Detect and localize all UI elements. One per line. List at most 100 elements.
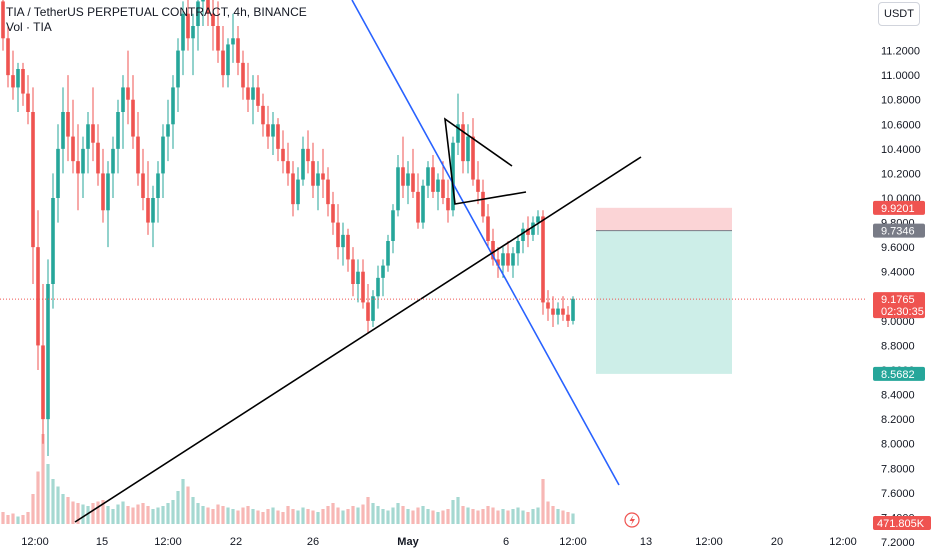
volume-bar	[311, 510, 315, 524]
candle-body	[511, 253, 515, 266]
volume-bar	[61, 494, 65, 524]
volume-bar	[466, 507, 470, 524]
time-tick-label: 22	[230, 536, 242, 548]
volume-bar	[536, 507, 540, 524]
volume-bar	[541, 479, 545, 524]
price-tick-label: 9.0000	[881, 316, 915, 328]
volume-bar	[51, 479, 55, 524]
volume-bar	[186, 486, 190, 524]
price-tick-label: 10.2000	[881, 168, 921, 180]
triangle-pattern[interactable]	[443, 117, 527, 205]
candle-body	[51, 198, 55, 284]
candle-body	[46, 284, 50, 420]
volume-bar	[116, 504, 120, 524]
candle-body	[166, 124, 170, 137]
volume-bar	[181, 479, 185, 524]
candle-body	[101, 173, 105, 211]
volume-bar	[261, 512, 265, 524]
candle-body	[421, 185, 425, 223]
candle-body	[161, 136, 165, 174]
candle-body	[31, 112, 35, 248]
volume-bar	[166, 503, 170, 524]
volume-bars	[1, 434, 575, 524]
volume-bar	[101, 500, 105, 524]
candle-body	[301, 148, 305, 180]
candle-body	[381, 265, 385, 278]
candle-body	[146, 198, 150, 223]
stop-loss-zone[interactable]	[596, 207, 732, 231]
lightning-icon[interactable]	[624, 512, 640, 528]
candle-body	[426, 167, 430, 186]
candle-body	[71, 136, 75, 162]
volume-bar	[511, 509, 515, 524]
volume-bar	[356, 507, 360, 524]
volume-bar	[231, 509, 235, 524]
volume-bar	[401, 506, 405, 524]
volume-bar	[41, 434, 45, 524]
volume-bar	[306, 509, 310, 524]
volume-bar	[141, 503, 145, 524]
candle-body	[231, 38, 235, 45]
candle-body	[176, 50, 180, 88]
volume-bar	[366, 497, 370, 524]
volume-bar	[441, 510, 445, 524]
volume-bar	[31, 494, 35, 524]
candle-body	[346, 234, 350, 260]
volume-bar	[16, 516, 20, 524]
descending-trendline[interactable]	[351, 0, 620, 486]
candle-body	[141, 173, 145, 198]
candle-body	[11, 75, 15, 88]
volume-bar	[571, 513, 575, 524]
take-profit-zone[interactable]	[596, 230, 732, 374]
volume-bar	[256, 510, 260, 524]
volume-bar	[221, 506, 225, 524]
volume-bar	[131, 507, 135, 524]
time-axis[interactable]: 12:00 15 12:00 22 26 May 6 12:00 13 12:00 20 12:00	[21, 536, 857, 548]
currency-button[interactable]: USDT	[878, 2, 920, 26]
candle-body	[411, 173, 415, 192]
price-tick-label: 9.6000	[881, 242, 915, 254]
volume-bar	[66, 497, 70, 524]
candle-body	[181, 13, 185, 51]
volume-bar	[286, 506, 290, 524]
candle-body	[191, 26, 195, 39]
price-tick-label: 7.8000	[881, 463, 915, 475]
volume-bar	[341, 510, 345, 524]
volume-bar	[71, 501, 75, 524]
volume-bar	[86, 506, 90, 524]
candle-body	[211, 13, 215, 26]
candle-body	[321, 173, 325, 180]
volume-bar	[431, 510, 435, 524]
candle-body	[326, 179, 330, 205]
candle-body	[246, 87, 250, 100]
price-tick-label: 10.8000	[881, 95, 921, 107]
volume-bar	[426, 509, 430, 524]
volume-bar	[391, 507, 395, 524]
candle-body	[81, 148, 85, 174]
ascending-trendline[interactable]	[74, 156, 642, 523]
volume-bar	[106, 506, 110, 524]
candle-body	[236, 38, 240, 63]
candle-body	[531, 222, 535, 235]
candle-body	[216, 26, 220, 51]
volume-bar	[316, 512, 320, 524]
time-tick-label: 12:00	[21, 536, 49, 548]
candle-body	[541, 216, 545, 303]
entry-price-text: 9.7346	[881, 226, 915, 238]
candle-body	[1, 1, 5, 39]
candle-body	[336, 222, 340, 248]
volume-bar	[111, 509, 115, 524]
price-tick-label: 7.2000	[881, 537, 915, 549]
candle-body	[196, 1, 200, 26]
price-tick-label: 11.2000	[881, 46, 920, 58]
candle-body	[116, 112, 120, 149]
volume-bar	[206, 507, 210, 524]
candle-body	[416, 191, 420, 223]
volume-bar	[1, 512, 5, 524]
volume-bar	[301, 507, 305, 524]
volume-bar	[531, 509, 535, 524]
volume-badge: 471.805K	[873, 516, 931, 530]
volume-bar	[251, 509, 255, 524]
